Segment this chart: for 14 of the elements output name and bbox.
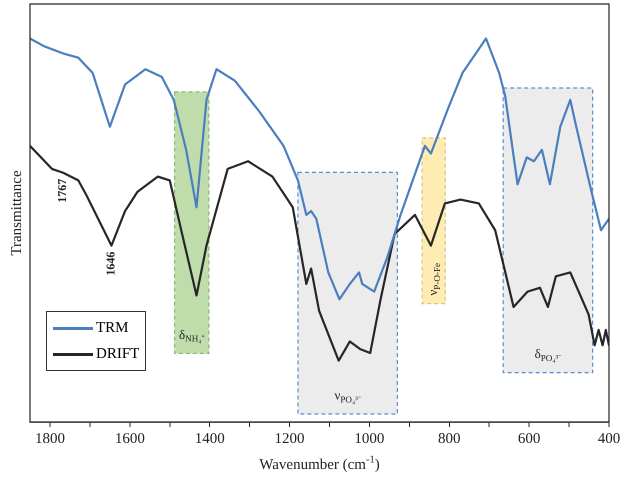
x-tick-label: 1000: [354, 430, 384, 447]
x-tick-label: 1800: [34, 430, 65, 447]
x-tick-label: 1200: [274, 430, 305, 447]
annotation: 1646: [104, 252, 118, 276]
x-tick-label: 400: [598, 430, 620, 447]
x-tick-label: 600: [518, 430, 540, 447]
x-tick-label: 1600: [114, 430, 145, 447]
band-label: νP-O-Fe: [425, 262, 442, 296]
x-tick-label: 1400: [194, 430, 225, 447]
annotation: 1767: [55, 178, 70, 203]
y-axis-title: Transmittance: [8, 170, 25, 256]
legend-label: DRIFT: [96, 346, 140, 362]
x-tick-label: 800: [438, 430, 461, 447]
legend-label: TRM: [96, 320, 129, 336]
